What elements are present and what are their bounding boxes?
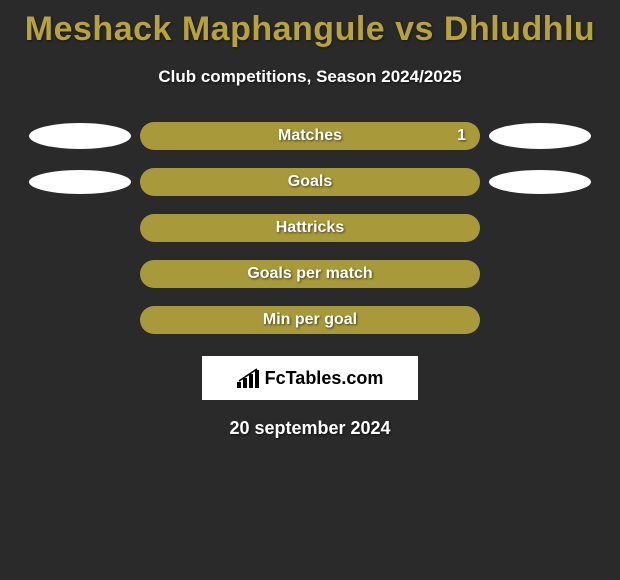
stat-bar: Min per goal [140, 306, 480, 334]
page-title: Meshack Maphangule vs Dhludhlu [0, 0, 620, 49]
comparison-infographic: Meshack Maphangule vs Dhludhlu Club comp… [0, 0, 620, 580]
stat-bar: Goals per match [140, 260, 480, 288]
right-ellipse-slot [480, 170, 600, 194]
stat-row: Hattricks [0, 214, 620, 242]
bars-icon [237, 368, 259, 388]
stat-row: Goals per match [0, 260, 620, 288]
left-ellipse-slot [20, 170, 140, 194]
left-ellipse-slot [20, 123, 140, 149]
stat-row: Matches1 [0, 122, 620, 150]
player-right-ellipse [489, 170, 591, 194]
logo-box: FcTables.com [202, 356, 418, 400]
player-left-ellipse [29, 170, 131, 194]
player-right-ellipse [489, 123, 591, 149]
stat-label: Matches [140, 127, 480, 145]
right-ellipse-slot [480, 123, 600, 149]
stat-label: Goals per match [140, 265, 480, 283]
player-left-ellipse [29, 123, 131, 149]
stat-row: Goals [0, 168, 620, 196]
date-text: 20 september 2024 [0, 418, 620, 439]
stat-label: Hattricks [140, 219, 480, 237]
stat-row: Min per goal [0, 306, 620, 334]
logo: FcTables.com [237, 368, 384, 389]
stat-bar: Matches1 [140, 122, 480, 150]
logo-text: FcTables.com [265, 368, 384, 389]
stat-bar: Hattricks [140, 214, 480, 242]
stat-rows: Matches1 Goals Hattricks Goals per match Min… [0, 122, 620, 334]
stat-value-right: 1 [457, 127, 466, 145]
stat-label: Min per goal [140, 311, 480, 329]
stat-label: Goals [140, 173, 480, 191]
stat-bar: Goals [140, 168, 480, 196]
subtitle: Club competitions, Season 2024/2025 [0, 67, 620, 87]
